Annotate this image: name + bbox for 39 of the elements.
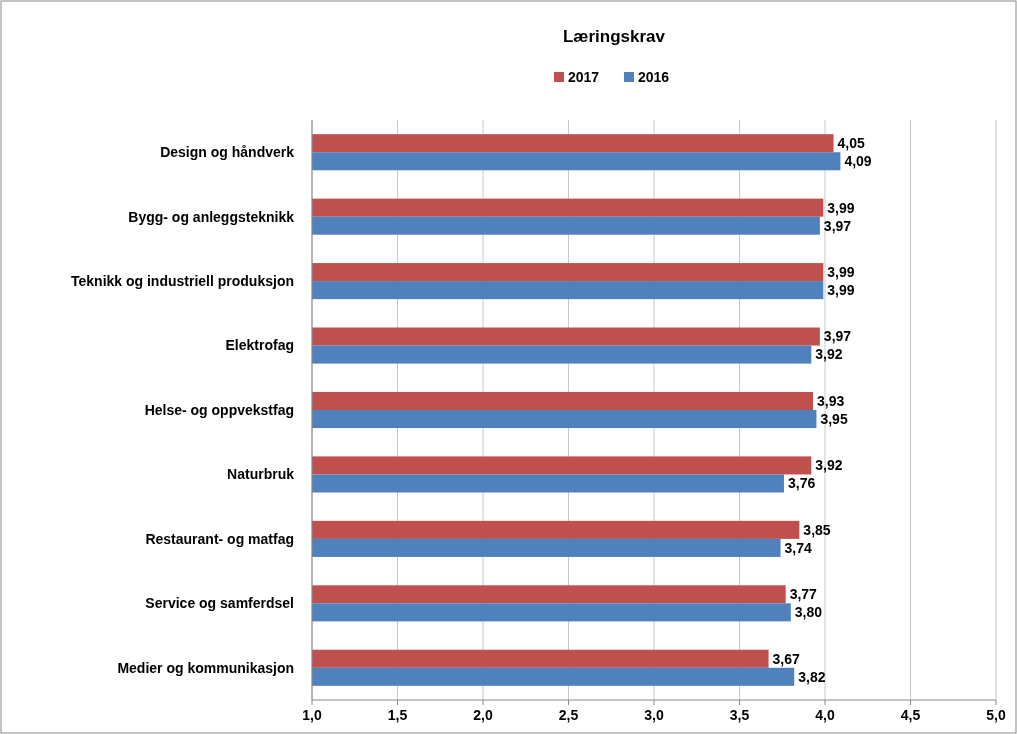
- y-tick-label: Design og håndverk: [160, 144, 295, 161]
- data-label: 4,09: [844, 153, 872, 170]
- data-label: 3,85: [803, 521, 831, 538]
- x-tick-label: 2,0: [473, 707, 493, 723]
- data-label: 3,74: [784, 539, 812, 556]
- data-label: 3,76: [787, 475, 816, 492]
- data-label: 3,97: [823, 217, 852, 234]
- x-tick-label: 5,0: [986, 707, 1006, 723]
- y-tick-label: Medier og kommunikasjon: [117, 659, 294, 676]
- y-tick-label: Elektrofag: [225, 337, 294, 354]
- legend-label: 2017: [568, 68, 600, 85]
- data-label: 3,80: [794, 604, 823, 621]
- x-tick-label: 2,5: [558, 707, 579, 723]
- data-label: 3,82: [798, 668, 826, 685]
- legend-label: 2016: [638, 68, 670, 85]
- data-label: 3,67: [772, 650, 801, 667]
- data-label: 3,97: [823, 328, 852, 345]
- x-tick-label: 3,0: [644, 707, 664, 723]
- y-tick-label: Teknikk og industriell produksjon: [71, 273, 294, 290]
- data-label: 3,92: [815, 346, 843, 363]
- x-tick-label: 4,5: [900, 707, 921, 723]
- x-tick-label: 4,0: [815, 707, 835, 723]
- x-tick-label: 1,5: [387, 707, 408, 723]
- data-label: 3,99: [827, 282, 855, 299]
- y-tick-label: Helse- og oppvekstfag: [144, 401, 294, 418]
- x-tick-label: 3,5: [729, 707, 750, 723]
- data-label: 3,99: [827, 199, 855, 216]
- data-label: 3,93: [817, 392, 845, 409]
- data-label: 3,99: [827, 263, 855, 280]
- y-tick-label: Service og samferdsel: [145, 595, 294, 612]
- y-tick-label: Bygg- og anleggsteknikk: [128, 208, 295, 225]
- y-tick-label: Naturbruk: [227, 466, 295, 483]
- data-label: 3,95: [820, 410, 848, 427]
- chart-title: Læringskrav: [562, 27, 666, 46]
- x-tick-label: 1,0: [302, 707, 322, 723]
- data-label: 4,05: [837, 135, 866, 152]
- data-label: 3,92: [815, 457, 843, 474]
- data-label: 3,77: [789, 586, 818, 603]
- y-tick-label: Restaurant- og matfag: [145, 530, 294, 547]
